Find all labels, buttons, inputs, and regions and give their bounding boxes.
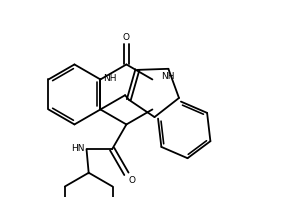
Text: NH: NH (103, 74, 117, 83)
Text: O: O (123, 33, 130, 42)
Text: O: O (129, 176, 136, 185)
Text: HN: HN (71, 144, 84, 153)
Text: NH: NH (162, 72, 175, 81)
